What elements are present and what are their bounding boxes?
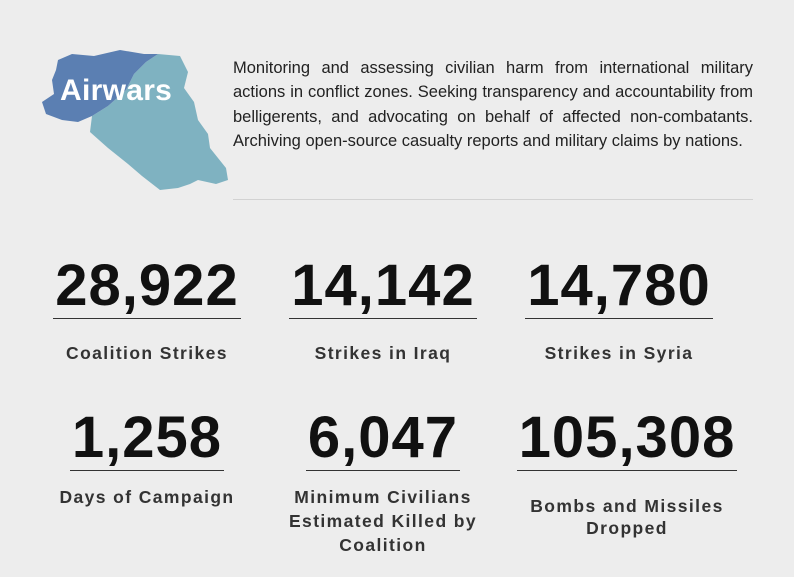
stat-days-of-campaign: 1,258 Days of Campaign xyxy=(40,408,254,509)
stat-label: Bombs and Missiles Dropped xyxy=(530,496,724,538)
stat-label: Strikes in Iraq xyxy=(314,343,452,363)
airwars-logo[interactable]: Airwars xyxy=(38,44,228,194)
stat-label: Days of Campaign xyxy=(59,487,235,507)
stat-value: 105,308 xyxy=(516,405,738,471)
iraq-syria-map-icon xyxy=(42,50,228,190)
stat-value: 14,142 xyxy=(289,253,477,319)
stat-bombs-and-missiles-dropped: 105,308 Bombs and Missiles Dropped xyxy=(496,408,758,539)
stat-value: 6,047 xyxy=(305,405,461,471)
logo-text: Airwars xyxy=(60,74,173,107)
stat-label: Minimum Civilians Estimated Killed by Co… xyxy=(288,487,478,555)
stat-value: 28,922 xyxy=(53,253,241,319)
mission-description: Monitoring and assessing civilian harm f… xyxy=(233,59,753,150)
stat-label: Coalition Strikes xyxy=(66,343,228,363)
stat-strikes-in-iraq: 14,142 Strikes in Iraq xyxy=(276,256,490,365)
stat-minimum-civilians-killed: 6,047 Minimum Civilians Estimated Killed… xyxy=(276,408,490,557)
stat-coalition-strikes: 28,922 Coalition Strikes xyxy=(40,256,254,365)
stat-value: 1,258 xyxy=(69,405,225,471)
stat-label: Strikes in Syria xyxy=(544,343,694,363)
section-divider xyxy=(233,199,753,200)
stat-value: 14,780 xyxy=(525,253,713,319)
stat-strikes-in-syria: 14,780 Strikes in Syria xyxy=(512,256,726,365)
